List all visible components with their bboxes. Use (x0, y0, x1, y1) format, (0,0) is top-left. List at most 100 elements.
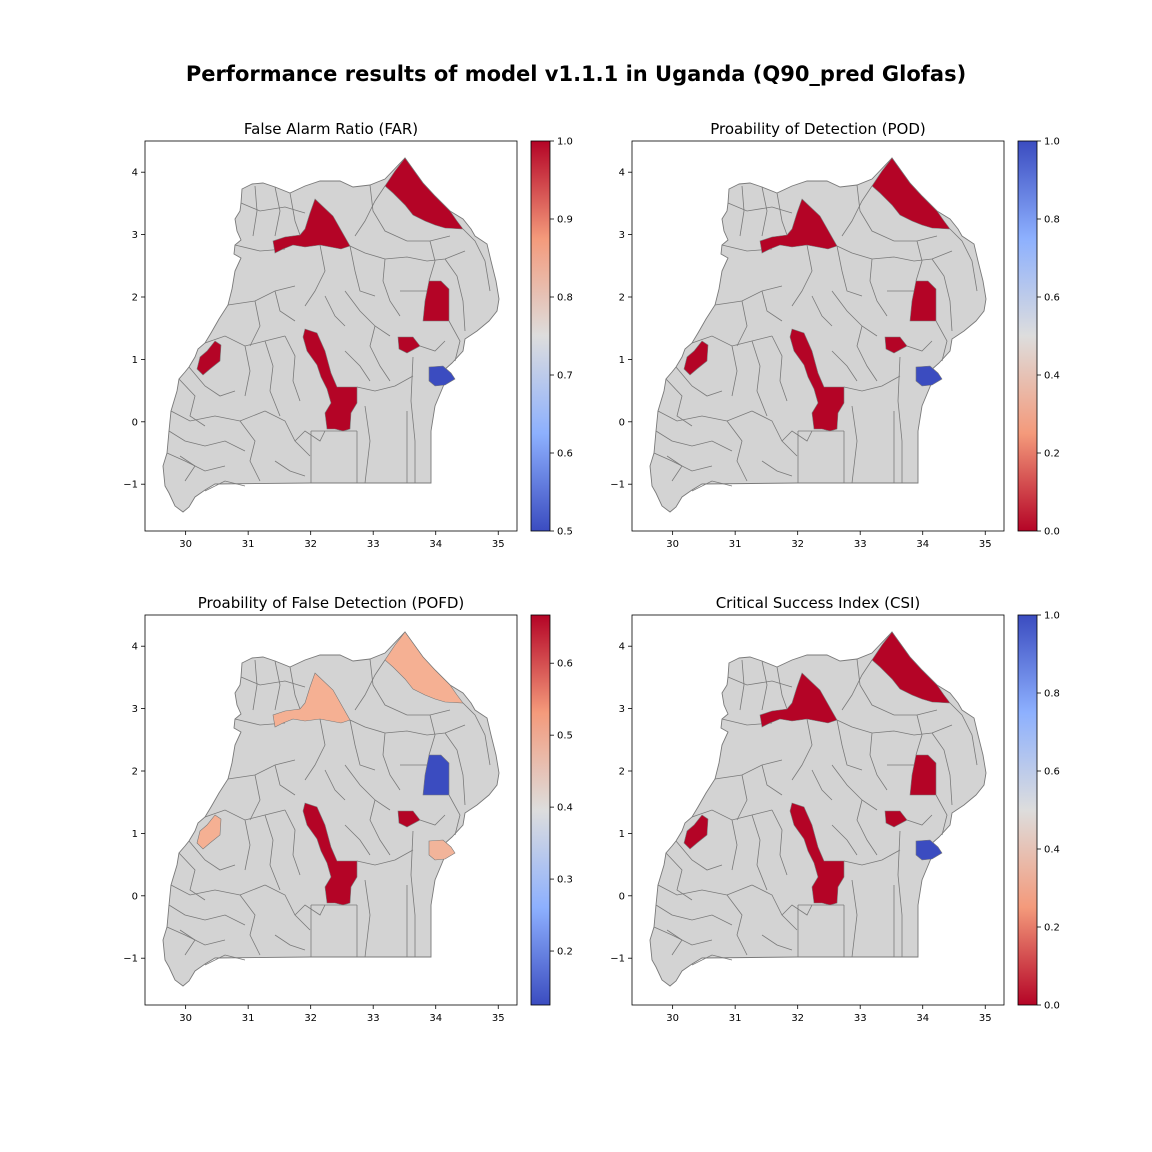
district-central (789, 802, 845, 906)
colorbar-tick-label: 0.2 (557, 947, 573, 958)
colorbar-tick-label: 0.8 (1044, 215, 1060, 226)
district-boundaries (166, 658, 491, 966)
district-northwest (272, 672, 351, 728)
y-tick-label: 2 (619, 293, 625, 304)
y-tick-label: 4 (132, 642, 138, 653)
colorbar-tick-label: 1.0 (1044, 137, 1060, 148)
colorbar-gradient (530, 614, 551, 1006)
colorbar: 0.0 0.2 0.4 0.6 0.8 1.0 (1017, 611, 1060, 1012)
district-central (302, 802, 358, 906)
colorbar-tick-label: 1.0 (557, 137, 573, 148)
y-tick-label: 1 (132, 829, 138, 840)
y-tick-label: −1 (610, 954, 625, 965)
y-tick-label: 1 (619, 355, 625, 366)
colorbar-tick-label: 0.5 (557, 731, 573, 742)
colorbar: 0.5 0.6 0.7 0.8 0.9 1.0 (530, 137, 573, 538)
y-tick-label: 3 (619, 230, 625, 241)
district-northeast (384, 157, 464, 230)
x-tick-label: 33 (854, 1013, 867, 1024)
colorbar-tick-label: 0.2 (1044, 449, 1060, 460)
district-elgon-north (397, 810, 421, 828)
colorbar-gradient (1017, 140, 1038, 532)
district-elgon-north (884, 810, 908, 828)
panel-title: False Alarm Ratio (FAR) (244, 120, 418, 138)
colorbar-tick-label: 0.2 (1044, 923, 1060, 934)
colorbar: 0.0 0.2 0.4 0.6 0.8 1.0 (1017, 137, 1060, 538)
colorbar-tick-label: 0.8 (1044, 689, 1060, 700)
y-tick-label: 3 (619, 704, 625, 715)
district-elgon-south (428, 365, 456, 387)
colorbar-tick-label: 0.6 (1044, 293, 1060, 304)
district-west (683, 814, 709, 850)
colorbar-tick-label: 0.3 (557, 875, 573, 886)
colorbar-gradient (1017, 614, 1038, 1006)
x-tick-label: 34 (916, 539, 929, 550)
panel-title: Critical Success Index (CSI) (716, 594, 921, 612)
x-tick-label: 30 (179, 1013, 192, 1024)
x-tick-label: 31 (729, 1013, 742, 1024)
colorbar-tick-label: 0.7 (557, 371, 573, 382)
colorbar-tick-label: 0.4 (557, 803, 573, 814)
x-tick-label: 33 (367, 1013, 380, 1024)
y-tick-label: 4 (619, 168, 625, 179)
colorbar-tick-label: 1.0 (1044, 611, 1060, 622)
colorbar-tick-label: 0.6 (557, 659, 573, 670)
x-tick-label: 32 (304, 539, 317, 550)
x-tick-label: 35 (492, 539, 505, 550)
colorbar-tick-label: 0.8 (557, 293, 573, 304)
colorbar-tick-label: 0.6 (557, 449, 573, 460)
x-tick-label: 35 (492, 1013, 505, 1024)
district-east-strip (422, 280, 450, 322)
district-elgon-north (884, 336, 908, 354)
colorbar-tick-label: 0.0 (1044, 1001, 1060, 1012)
district-northwest (272, 198, 351, 254)
district-boundaries (653, 184, 978, 492)
x-tick-label: 33 (854, 539, 867, 550)
district-east-strip (909, 754, 937, 796)
y-tick-label: 3 (132, 230, 138, 241)
y-tick-label: 1 (619, 829, 625, 840)
map-panel-far: False Alarm Ratio (FAR)30 31 32 33 34 3543210… (123, 120, 573, 550)
x-tick-label: 34 (916, 1013, 929, 1024)
colorbar-tick-label: 0.4 (1044, 371, 1060, 382)
x-tick-label: 31 (242, 539, 255, 550)
district-elgon-north (397, 336, 421, 354)
x-tick-label: 30 (179, 539, 192, 550)
y-tick-label: 1 (132, 355, 138, 366)
y-tick-label: 2 (619, 767, 625, 778)
colorbar-tick-label: 0.4 (1044, 845, 1060, 856)
district-elgon-south (915, 839, 943, 861)
panel-title: Proability of False Detection (POFD) (198, 594, 465, 612)
district-northwest (759, 198, 838, 254)
colorbar: 0.2 0.3 0.4 0.5 0.6 (530, 614, 573, 1006)
x-tick-label: 31 (729, 539, 742, 550)
district-west (683, 340, 709, 376)
district-boundaries (166, 184, 491, 492)
y-tick-label: −1 (123, 954, 138, 965)
x-tick-label: 35 (979, 1013, 992, 1024)
x-tick-label: 34 (429, 539, 442, 550)
y-tick-label: −1 (123, 480, 138, 491)
x-tick-label: 33 (367, 539, 380, 550)
district-east-strip (422, 754, 450, 796)
y-tick-label: 0 (619, 417, 625, 428)
x-tick-label: 30 (666, 539, 679, 550)
x-tick-label: 32 (791, 539, 804, 550)
colorbar-tick-label: 0.0 (1044, 527, 1060, 538)
x-tick-label: 31 (242, 1013, 255, 1024)
colorbar-gradient (530, 140, 551, 532)
colorbar-tick-label: 0.6 (1044, 767, 1060, 778)
district-east-strip (909, 280, 937, 322)
y-tick-label: 2 (132, 293, 138, 304)
figure-title: Performance results of model v1.1.1 in U… (185, 62, 967, 86)
x-tick-label: 34 (429, 1013, 442, 1024)
x-tick-label: 32 (304, 1013, 317, 1024)
map-panel-pod: Proability of Detection (POD)30 31 32 33 34 3… (610, 120, 1060, 550)
y-tick-label: 0 (132, 891, 138, 902)
map-panel-csi: Critical Success Index (CSI)30 31 32 33 34 35… (610, 594, 1060, 1024)
district-elgon-south (915, 365, 943, 387)
x-tick-label: 32 (791, 1013, 804, 1024)
y-tick-label: 3 (132, 704, 138, 715)
district-west (196, 814, 222, 850)
